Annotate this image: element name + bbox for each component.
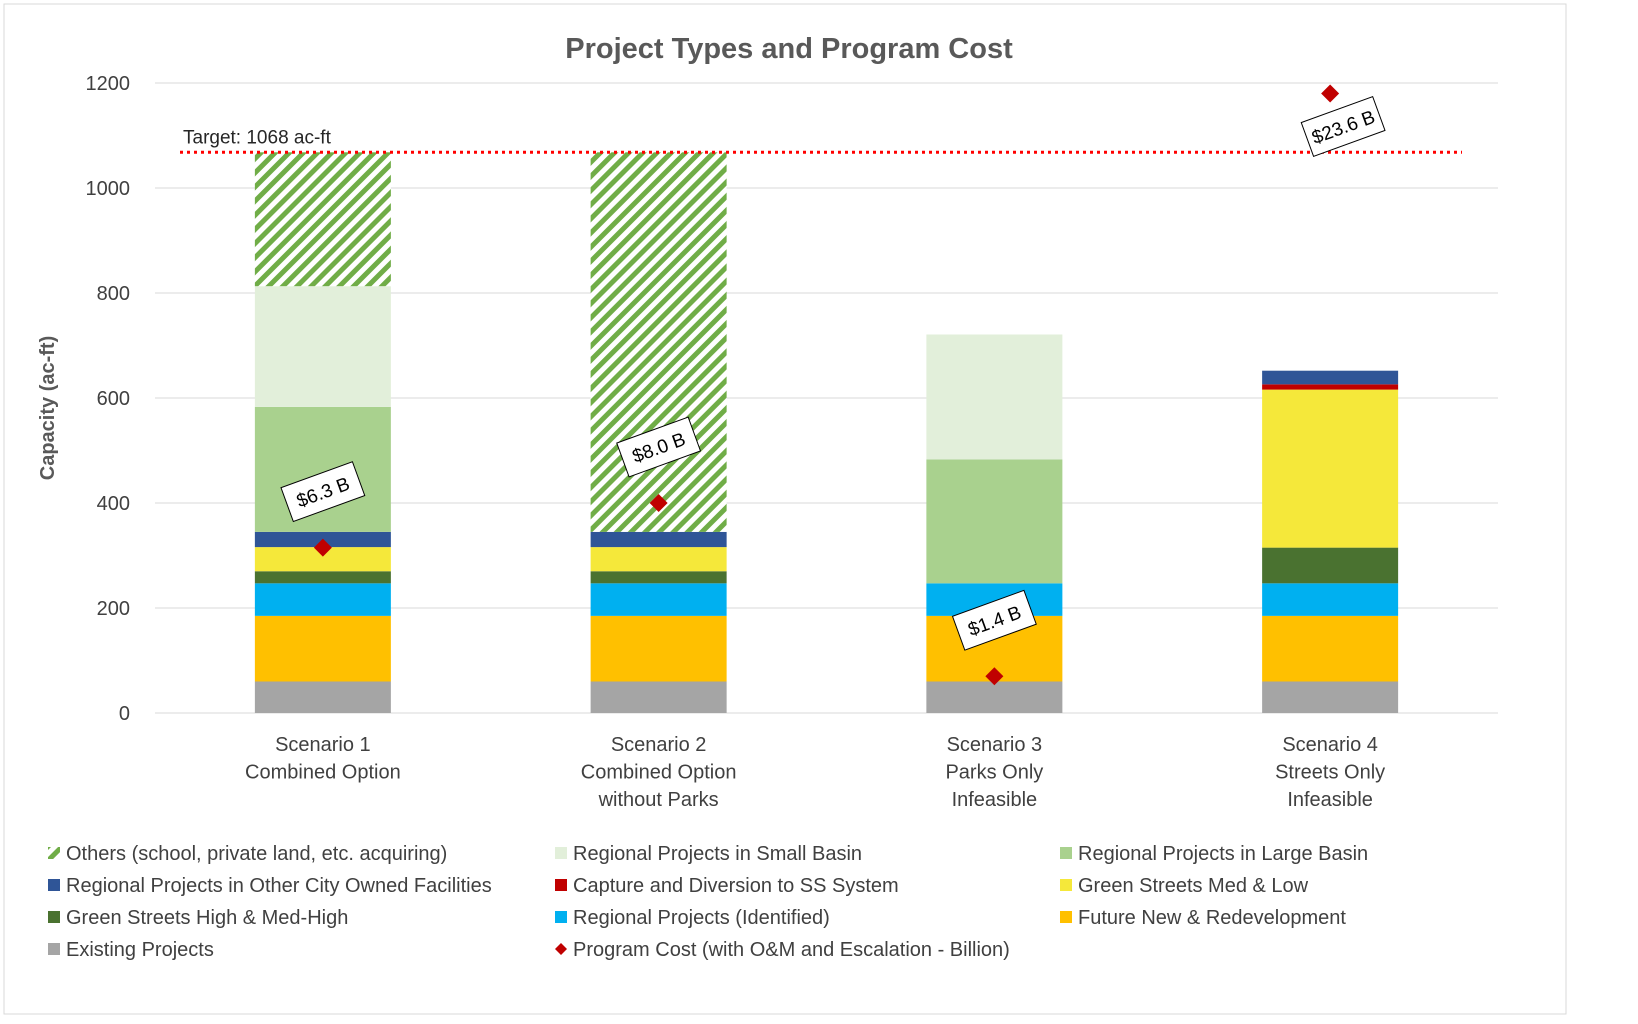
bar-segment — [590, 583, 727, 616]
bar-segment — [590, 681, 727, 713]
bar-segment — [254, 571, 391, 584]
bar-segment — [254, 286, 391, 407]
legend-label: Program Cost (with O&M and Escalation - … — [573, 939, 1010, 961]
legend-marker — [1060, 847, 1072, 859]
bar-segment — [254, 152, 391, 287]
legend-label: Regional Projects in Large Basin — [1078, 843, 1368, 865]
x-tick-label: Scenario 4 Streets Only Infeasible — [1275, 734, 1385, 811]
cost-marker — [649, 494, 668, 512]
legend-label: Future New & Redevelopment — [1078, 907, 1346, 929]
bar-segment — [590, 571, 727, 584]
cost-label-box — [1300, 95, 1386, 158]
y-tick-label: 1200 — [86, 73, 131, 95]
chart-title: Project Types and Program Cost — [565, 33, 1013, 65]
legend-marker — [1060, 879, 1072, 891]
legend-label: Green Streets Med & Low — [1078, 875, 1309, 897]
cost-marker — [1321, 84, 1340, 103]
bar-segment — [1262, 615, 1399, 682]
legend-marker — [1060, 911, 1072, 923]
bar-segment — [926, 681, 1063, 713]
y-tick-label: 200 — [97, 598, 130, 620]
bar-segment — [1262, 547, 1399, 584]
cost-marker — [313, 538, 332, 557]
legend-label: Regional Projects in Small Basin — [573, 843, 862, 865]
y-tick-label: 800 — [97, 283, 130, 305]
bar-segment — [926, 334, 1063, 460]
bar-segment — [590, 615, 727, 682]
cost-marker — [985, 667, 1004, 686]
target-label: Target: 1068 ac-ft — [183, 127, 332, 148]
y-tick-label: 1000 — [86, 178, 131, 200]
legend-label: Regional Projects (Identified) — [573, 907, 830, 929]
bar-segment — [1262, 583, 1399, 616]
x-tick-label: Scenario 3 Parks Only Infeasible — [945, 734, 1043, 811]
bar-segment — [1262, 370, 1399, 385]
legend-marker — [48, 847, 60, 859]
bar-segment — [590, 531, 727, 548]
bar-segment — [590, 152, 727, 532]
cost-label-box — [616, 416, 702, 478]
bar-segment — [926, 459, 1063, 584]
y-axis-label: Capacity (ac-ft) — [37, 336, 59, 480]
legend-marker — [48, 879, 60, 891]
bar-segment — [1262, 384, 1399, 390]
legend-marker — [48, 943, 60, 955]
legend-marker — [48, 911, 60, 923]
y-tick-label: 600 — [97, 388, 130, 410]
bar-segment — [254, 406, 391, 532]
legend-label: Regional Projects in Other City Owned Fa… — [66, 875, 492, 897]
x-tick-label: Scenario 2 Combined Option without Parks — [581, 734, 737, 811]
bar-segment — [254, 615, 391, 682]
bar-segment — [254, 681, 391, 713]
legend-marker — [555, 879, 567, 891]
bar-segment — [590, 547, 727, 572]
y-tick-label: 400 — [97, 493, 130, 515]
legend-label: Existing Projects — [66, 939, 214, 961]
y-tick-label: 0 — [119, 703, 130, 725]
bar-segment — [1262, 681, 1399, 713]
cost-label-box — [951, 589, 1037, 651]
x-tick-label: Scenario 1 Combined Option — [245, 734, 401, 784]
legend-label: Green Streets High & Med-High — [66, 907, 348, 929]
legend-marker — [555, 847, 567, 859]
cost-label-box — [280, 461, 366, 523]
legend-label: Capture and Diversion to SS System — [573, 875, 899, 897]
legend-label: Others (school, private land, etc. acqui… — [66, 843, 447, 865]
cost-label: $8.0 B — [616, 416, 702, 478]
legend-marker — [555, 943, 567, 955]
bar-segment — [254, 583, 391, 616]
legend-marker — [555, 911, 567, 923]
bar-segment — [1262, 389, 1399, 548]
